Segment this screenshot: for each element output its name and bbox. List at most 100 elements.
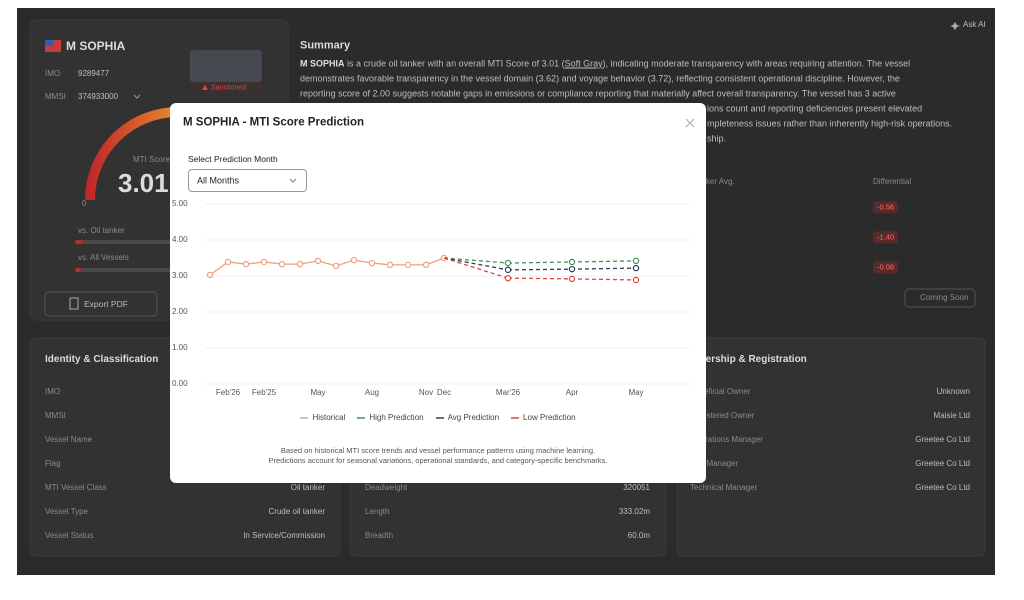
y-tick-label: 3.00	[172, 271, 188, 280]
data-point	[332, 262, 340, 270]
row-value: Crude oil tanker	[268, 507, 325, 516]
y-tick-label: 0.00	[172, 379, 188, 388]
modal: M SOPHIA - MTI Score Prediction Select P…	[170, 103, 706, 483]
month-select[interactable]: All Months	[188, 169, 307, 192]
row-label: Flag	[45, 459, 61, 468]
summary-line: mpleteness issues rather than inherently…	[707, 118, 953, 129]
summary-line: ions count and reporting deficiencies pr…	[707, 103, 923, 114]
differential-pill: -0.08	[873, 261, 899, 273]
data-point	[260, 258, 268, 266]
row-label: Vessel Name	[45, 435, 93, 444]
vessel-name: M SOPHIA	[66, 39, 126, 53]
x-tick-label: May	[628, 388, 643, 397]
row-value: 333.02m	[618, 507, 650, 516]
x-tick-label: May	[310, 388, 325, 397]
y-tick-label: 2.00	[172, 307, 188, 316]
data-point	[314, 257, 322, 265]
select-chevron[interactable]	[289, 178, 297, 184]
legend-item: High Prediction	[357, 413, 424, 422]
data-point	[632, 257, 640, 265]
close-button[interactable]	[685, 118, 695, 128]
coming-soon-label[interactable]: Coming Soon	[920, 293, 969, 302]
prediction-chart: 0.00 1.00 2.00 3.00 4.00 5.00 Feb'26 Feb'25 May A…	[172, 199, 690, 397]
ownership-card	[676, 337, 986, 557]
dropdown-chevron[interactable]	[133, 94, 141, 99]
row-label: MMSI	[45, 411, 66, 420]
legend-swatch	[300, 416, 309, 419]
row-value: In Service/Commission	[243, 531, 325, 540]
score-value: 3.01	[118, 168, 169, 198]
row-label: Technical Manager	[690, 483, 758, 492]
export-button-label[interactable]: Export PDF	[84, 298, 128, 309]
warning-icon	[202, 85, 208, 90]
summary-line: reporting score of 2.00 suggests notable…	[300, 88, 896, 99]
row-label: Deadweight	[365, 483, 408, 492]
table-header: Tanker Avg.	[693, 177, 735, 186]
row-label: IMO	[45, 387, 61, 396]
data-point	[296, 260, 304, 268]
data-point	[386, 261, 394, 269]
forecast-connector	[443, 257, 509, 271]
data-point	[504, 266, 512, 274]
differential-pill: -1.40	[873, 231, 899, 243]
coming-soon-button[interactable]	[904, 288, 976, 308]
forecast-connector	[443, 257, 509, 279]
flag-icon	[45, 46, 61, 52]
imo-label: IMO	[45, 69, 61, 78]
x-tick-label: Aug	[365, 388, 379, 397]
flag-icon	[45, 40, 53, 46]
data-point	[504, 259, 512, 267]
y-tick-label: 4.00	[172, 235, 188, 244]
legend-swatch	[511, 416, 520, 419]
comparison-label: vs. Oil tanker	[78, 226, 125, 235]
row-value: Maisie Ltd	[933, 411, 970, 420]
section-title: Identity & Classification	[45, 354, 159, 365]
data-point	[278, 260, 286, 268]
export-button[interactable]	[44, 291, 158, 317]
row-value: Oil tanker	[290, 483, 325, 492]
ask-ai[interactable]: Ask AI	[963, 20, 986, 29]
data-point	[568, 258, 576, 266]
summary-vessel: M SOPHIA	[300, 58, 345, 69]
row-label: Vessel Status	[45, 531, 94, 540]
mmsi-value: 374933000	[78, 92, 119, 101]
data-point	[632, 276, 640, 284]
footnote: Predictions account for seasonal variati…	[268, 456, 608, 465]
data-point	[350, 256, 358, 264]
row-value: Greetee Co Ltd	[915, 435, 970, 444]
data-point	[368, 259, 376, 267]
data-point	[632, 264, 640, 272]
score-label: MTI Score	[133, 155, 170, 164]
footnote: Based on historical MTI score trends and…	[280, 446, 596, 455]
x-tick-label: Mar'26	[496, 388, 521, 397]
table-header: Differential	[873, 177, 912, 186]
y-tick-label: 1.00	[172, 343, 188, 352]
summary-title: Summary	[300, 39, 351, 52]
legend-label: Low Prediction	[523, 413, 576, 422]
x-tick-label: Apr	[566, 388, 579, 397]
legend-item: Avg Prediction	[435, 413, 500, 422]
comparison-bar-fill	[75, 268, 81, 272]
data-point	[422, 261, 430, 269]
legend-item: Historical	[300, 413, 345, 422]
row-label: Operations Manager	[690, 435, 763, 444]
legend-swatch	[357, 416, 366, 419]
data-point	[224, 258, 232, 266]
imo-value: 9289477	[78, 69, 110, 78]
forecast-connector	[443, 257, 509, 264]
comparison-label: vs. All Vessels	[78, 253, 129, 262]
data-point	[404, 261, 412, 269]
summary-text: ), indicating moderate transparency with…	[602, 58, 911, 69]
row-value: Greetee Co Ltd	[915, 483, 970, 492]
differential-pill: -0.56	[873, 201, 899, 213]
summary-line: ship.	[707, 133, 727, 144]
select-value[interactable]: All Months	[197, 175, 240, 186]
summary-line: M SOPHIA is a crude oil tanker with an o…	[300, 58, 911, 69]
data-point	[504, 274, 512, 282]
x-tick-label: Dec	[437, 388, 451, 397]
y-tick-label: 5.00	[172, 199, 188, 208]
mmsi-label: MMSI	[45, 92, 66, 101]
legend-label: Avg Prediction	[447, 413, 500, 422]
